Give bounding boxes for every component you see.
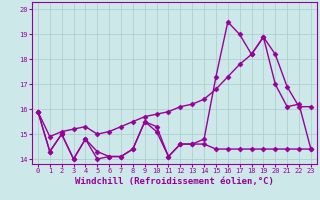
X-axis label: Windchill (Refroidissement éolien,°C): Windchill (Refroidissement éolien,°C) — [75, 177, 274, 186]
